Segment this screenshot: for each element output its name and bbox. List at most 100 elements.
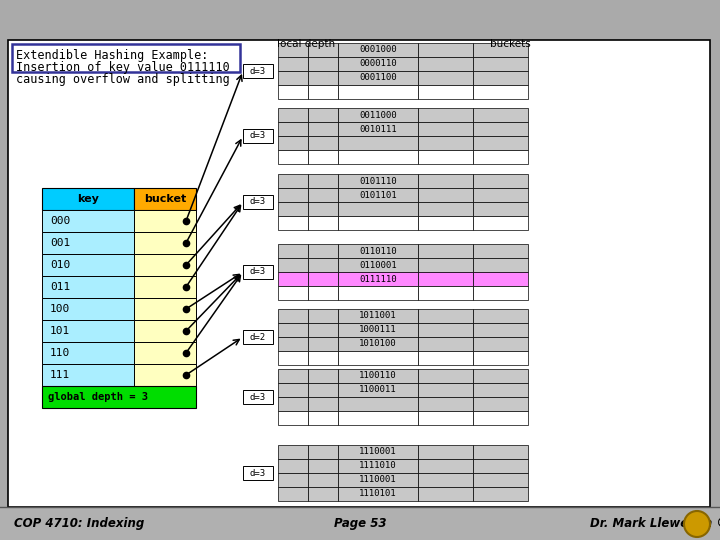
Bar <box>308 57 338 71</box>
Bar <box>278 174 308 188</box>
Text: 0000110: 0000110 <box>359 59 397 69</box>
Bar <box>278 136 308 150</box>
Bar <box>418 202 473 216</box>
Bar <box>42 232 134 254</box>
Bar <box>308 188 338 202</box>
Bar <box>418 150 473 164</box>
Text: 1110101: 1110101 <box>359 489 397 498</box>
Text: 1110001: 1110001 <box>359 476 397 484</box>
Bar <box>308 216 338 230</box>
Bar <box>308 85 338 99</box>
Bar <box>473 397 528 411</box>
Bar <box>418 351 473 365</box>
Text: 0001100: 0001100 <box>359 73 397 83</box>
Bar <box>473 174 528 188</box>
Bar <box>418 286 473 300</box>
Bar <box>338 286 418 300</box>
Bar <box>473 445 528 459</box>
Bar <box>418 122 473 136</box>
Bar <box>278 383 308 397</box>
Bar <box>278 351 308 365</box>
Text: 000: 000 <box>50 216 71 226</box>
Text: d=2: d=2 <box>250 333 266 341</box>
Bar <box>473 383 528 397</box>
Bar <box>308 258 338 272</box>
Bar <box>308 445 338 459</box>
Bar <box>308 202 338 216</box>
Bar <box>338 174 418 188</box>
Bar <box>42 320 134 342</box>
Bar <box>308 71 338 85</box>
Text: bucket: bucket <box>144 194 186 204</box>
Bar <box>473 122 528 136</box>
Bar <box>278 473 308 487</box>
Bar <box>418 309 473 323</box>
Bar <box>338 351 418 365</box>
Text: 011: 011 <box>50 282 71 292</box>
Text: d=3: d=3 <box>250 66 266 76</box>
Bar <box>243 466 273 480</box>
Bar <box>243 265 273 279</box>
Bar <box>418 473 473 487</box>
Bar <box>473 369 528 383</box>
Bar <box>338 85 418 99</box>
Text: Extendible Hashing Example:: Extendible Hashing Example: <box>16 49 208 62</box>
Bar <box>338 136 418 150</box>
Bar <box>278 487 308 501</box>
Text: key: key <box>77 194 99 204</box>
Bar <box>473 351 528 365</box>
Bar <box>338 473 418 487</box>
Text: 0110110: 0110110 <box>359 246 397 255</box>
Bar <box>42 188 134 210</box>
Bar <box>308 108 338 122</box>
Bar <box>278 71 308 85</box>
Bar <box>42 364 134 386</box>
Bar <box>278 411 308 425</box>
Bar <box>42 298 134 320</box>
Bar <box>338 71 418 85</box>
Bar <box>42 210 134 232</box>
Bar <box>418 258 473 272</box>
Bar <box>278 309 308 323</box>
Bar <box>134 188 196 210</box>
Bar <box>308 150 338 164</box>
Bar <box>418 445 473 459</box>
Bar <box>308 136 338 150</box>
Text: buckets: buckets <box>490 39 531 49</box>
Bar <box>473 473 528 487</box>
Text: d=3: d=3 <box>250 267 266 276</box>
Bar <box>134 298 196 320</box>
Text: 0101101: 0101101 <box>359 191 397 199</box>
Bar <box>338 108 418 122</box>
Bar <box>473 337 528 351</box>
Bar <box>418 337 473 351</box>
Bar <box>308 487 338 501</box>
Bar <box>308 286 338 300</box>
Bar <box>278 202 308 216</box>
Bar <box>134 364 196 386</box>
Bar <box>308 383 338 397</box>
Text: 1010100: 1010100 <box>359 340 397 348</box>
Bar <box>418 411 473 425</box>
Bar <box>473 286 528 300</box>
Bar <box>278 150 308 164</box>
Text: d=3: d=3 <box>250 469 266 477</box>
Bar <box>473 57 528 71</box>
Bar <box>338 202 418 216</box>
Bar <box>338 216 418 230</box>
Text: 111: 111 <box>50 370 71 380</box>
Text: 010: 010 <box>50 260 71 270</box>
Text: d=3: d=3 <box>250 393 266 402</box>
Bar <box>134 342 196 364</box>
Bar <box>338 258 418 272</box>
Bar <box>338 43 418 57</box>
Bar <box>243 330 273 344</box>
Bar <box>473 309 528 323</box>
Text: 0010111: 0010111 <box>359 125 397 133</box>
Bar <box>473 258 528 272</box>
Bar <box>308 272 338 286</box>
Bar <box>418 108 473 122</box>
Bar <box>418 459 473 473</box>
Bar <box>243 64 273 78</box>
Text: 0101110: 0101110 <box>359 177 397 186</box>
